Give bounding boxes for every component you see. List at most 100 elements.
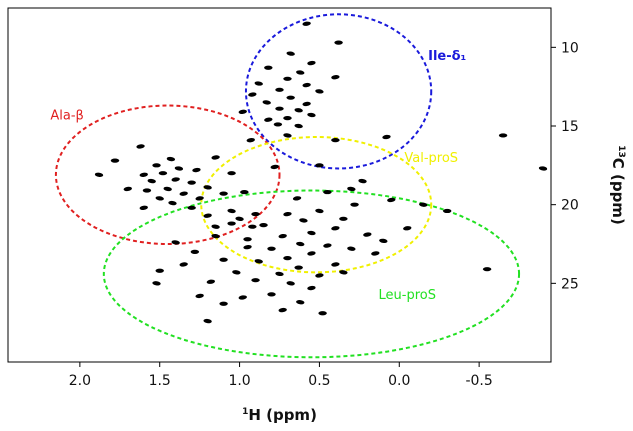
peak-marker — [238, 295, 247, 300]
peak-marker — [262, 100, 271, 105]
peak-marker — [192, 167, 201, 173]
peak-marker — [187, 180, 196, 185]
peak-marker — [94, 172, 104, 177]
peak-marker — [382, 134, 391, 140]
peak-marker — [350, 202, 359, 207]
peak-marker — [358, 178, 367, 184]
peak-marker — [171, 177, 180, 182]
peak-marker — [238, 109, 247, 115]
peak-marker — [286, 51, 295, 56]
peak-marker — [227, 208, 236, 214]
x-tick-label: 0.5 — [308, 373, 330, 389]
peak-marker — [296, 70, 305, 75]
peak-marker — [219, 191, 228, 196]
peak-marker — [203, 213, 212, 218]
peak-marker — [294, 123, 303, 129]
peak-marker — [158, 171, 168, 176]
peak-marker — [179, 262, 188, 267]
peak-marker — [294, 108, 303, 113]
peak-marker — [339, 216, 348, 221]
peak-marker — [270, 164, 279, 170]
peak-marker — [307, 230, 316, 236]
peak-marker — [142, 188, 152, 193]
peak-marker — [363, 232, 372, 237]
peak-marker — [275, 87, 284, 92]
peak-marker — [123, 186, 132, 192]
peak-marker — [283, 116, 292, 121]
peak-marker — [275, 106, 284, 111]
peak-marker — [211, 233, 220, 239]
plot-frame — [7, 7, 552, 363]
peak-marker — [264, 117, 273, 122]
peak-marker — [254, 81, 263, 86]
peak-marker — [211, 224, 220, 229]
peak-marker — [136, 144, 145, 149]
peak-marker — [292, 196, 302, 201]
y-axis-title: 13C (ppm) — [609, 145, 627, 225]
peak-marker — [187, 205, 196, 210]
peak-marker — [498, 133, 508, 138]
peak-marker — [243, 237, 252, 242]
peak-marker — [152, 163, 161, 168]
peak-marker — [139, 172, 148, 177]
peak-marker — [538, 166, 548, 171]
peak-marker — [179, 191, 188, 196]
peak-marker — [283, 133, 292, 138]
peak-marker — [482, 267, 492, 272]
peak-marker — [163, 186, 172, 192]
peak-marker — [307, 251, 316, 256]
peak-marker — [232, 270, 241, 275]
peak-marker — [267, 246, 276, 251]
peak-marker — [442, 208, 452, 214]
peak-marker — [227, 171, 236, 176]
peak-marker — [190, 249, 200, 254]
peak-marker — [296, 300, 305, 305]
peak-marker — [302, 101, 311, 107]
x-tick-label: 1.5 — [149, 373, 171, 389]
peak-marker — [174, 166, 184, 171]
peak-marker — [203, 185, 212, 190]
peak-marker — [331, 75, 340, 80]
peak-marker — [315, 273, 324, 278]
peak-marker — [387, 197, 396, 203]
peak-marker — [195, 196, 204, 201]
peak-marker — [323, 243, 332, 248]
region-label: Leu-proS — [379, 288, 436, 303]
peak-marker — [273, 122, 283, 127]
peak-marker — [240, 189, 249, 195]
y-tick-label: 10 — [561, 40, 579, 56]
peak-marker — [243, 244, 252, 250]
peak-marker — [315, 163, 324, 168]
peak-marker — [206, 279, 215, 284]
y-axis-ticks: 10 15 20 25 — [551, 40, 579, 292]
peak-marker — [331, 262, 340, 267]
peak-marker — [286, 281, 295, 286]
peak-marker — [339, 270, 348, 275]
peak-marker — [315, 89, 324, 94]
peak-marker — [302, 82, 311, 88]
region-ellipse — [244, 13, 433, 170]
peak-marker — [227, 221, 236, 226]
peak-marker — [219, 301, 228, 306]
peak-marker — [419, 202, 428, 207]
peak-marker — [318, 311, 327, 316]
peak-marker — [379, 238, 388, 244]
x-axis-title: 1H (ppm) — [242, 406, 317, 424]
x-tick-label: 0.0 — [388, 373, 410, 389]
peak-marker — [195, 293, 204, 299]
peak-marker — [347, 246, 356, 251]
peak-marker — [296, 241, 305, 247]
peak-marker — [299, 218, 308, 223]
peak-marker — [275, 271, 284, 277]
region-ellipse — [102, 189, 521, 359]
regions-layer: Ile-δ₁ Ala-β Val-proS Leu-proS — [50, 13, 521, 359]
peak-marker — [403, 226, 412, 231]
x-tick-label: 2.0 — [69, 373, 91, 389]
region-ellipse — [200, 136, 433, 274]
peak-marker — [264, 65, 273, 70]
peak-marker — [331, 226, 340, 231]
peak-marker — [286, 95, 295, 100]
peak-marker — [152, 281, 161, 286]
peak-marker — [251, 278, 260, 283]
